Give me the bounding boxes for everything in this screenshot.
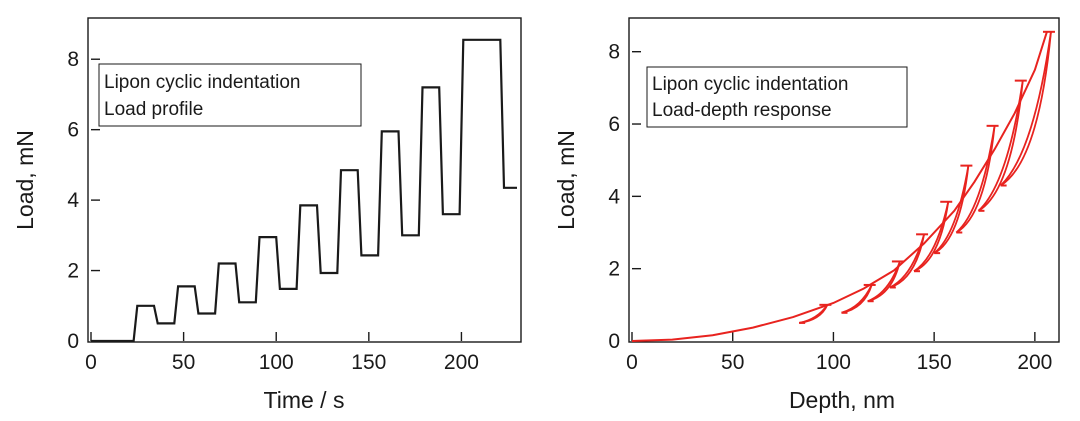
plot-frame: [628, 17, 1060, 343]
x-tick-label: 100: [259, 351, 294, 374]
load-depth-chart: 0 50 100 150 200 0 2 4 6 8 Lipon cyclic indentat…: [553, 17, 1060, 413]
legend-box: [646, 66, 908, 128]
x-tick-label: 50: [172, 351, 195, 374]
legend-line-1: Lipon cyclic indentation: [104, 72, 300, 93]
loading-curve: [631, 31, 1048, 342]
y-tick-label: 0: [608, 330, 620, 353]
unloading-branch: [841, 284, 873, 314]
reloading-branch: [889, 234, 925, 289]
x-tick-label: 150: [917, 351, 952, 374]
y-axis-title: Load, mN: [553, 130, 579, 230]
reloading-branch: [933, 165, 970, 254]
reloading-branch: [867, 261, 901, 303]
legend-line-2: Load profile: [104, 99, 203, 120]
legend-line-2: Load-depth response: [652, 100, 832, 121]
reloading-branch: [955, 125, 996, 234]
y-tick-label: 2: [67, 260, 79, 283]
y-tick-label: 6: [608, 113, 620, 136]
x-axis-title: Time / s: [264, 387, 345, 413]
reloading-branch: [913, 201, 950, 272]
y-tick-label: 0: [67, 330, 79, 353]
x-tick-label: 150: [351, 351, 386, 374]
x-tick-label: 0: [626, 351, 638, 374]
x-tick-label: 200: [1017, 351, 1052, 374]
legend-line-1: Lipon cyclic indentation: [652, 74, 848, 95]
y-tick-label: 4: [608, 185, 620, 208]
unloading-branch: [867, 261, 901, 303]
plot-frame: [87, 17, 522, 343]
legend-box: [98, 63, 362, 127]
y-tick-label: 6: [67, 119, 79, 142]
reloading-branch: [977, 80, 1024, 212]
x-tick-label: 100: [816, 351, 851, 374]
x-tick-label: 50: [721, 351, 744, 374]
unloading-branch: [1000, 31, 1052, 187]
y-tick-label: 2: [608, 258, 620, 281]
reloading-branch: [841, 284, 873, 314]
y-tick-label: 8: [608, 41, 620, 64]
unloading-branch: [978, 80, 1024, 212]
load-profile-series: [91, 38, 517, 343]
y-tick-label: 4: [67, 189, 79, 212]
x-axis-title: Depth, nm: [789, 387, 895, 413]
y-tick-label: 8: [67, 48, 79, 71]
x-tick-label: 200: [444, 351, 479, 374]
x-tick-label: 0: [85, 351, 97, 374]
reloading-branch: [999, 31, 1052, 187]
load-profile-chart: 0 50 100 150 200 0 2 4 6 8 Lipon cyclic indentat…: [12, 17, 522, 413]
y-axis-title: Load, mN: [12, 130, 38, 230]
